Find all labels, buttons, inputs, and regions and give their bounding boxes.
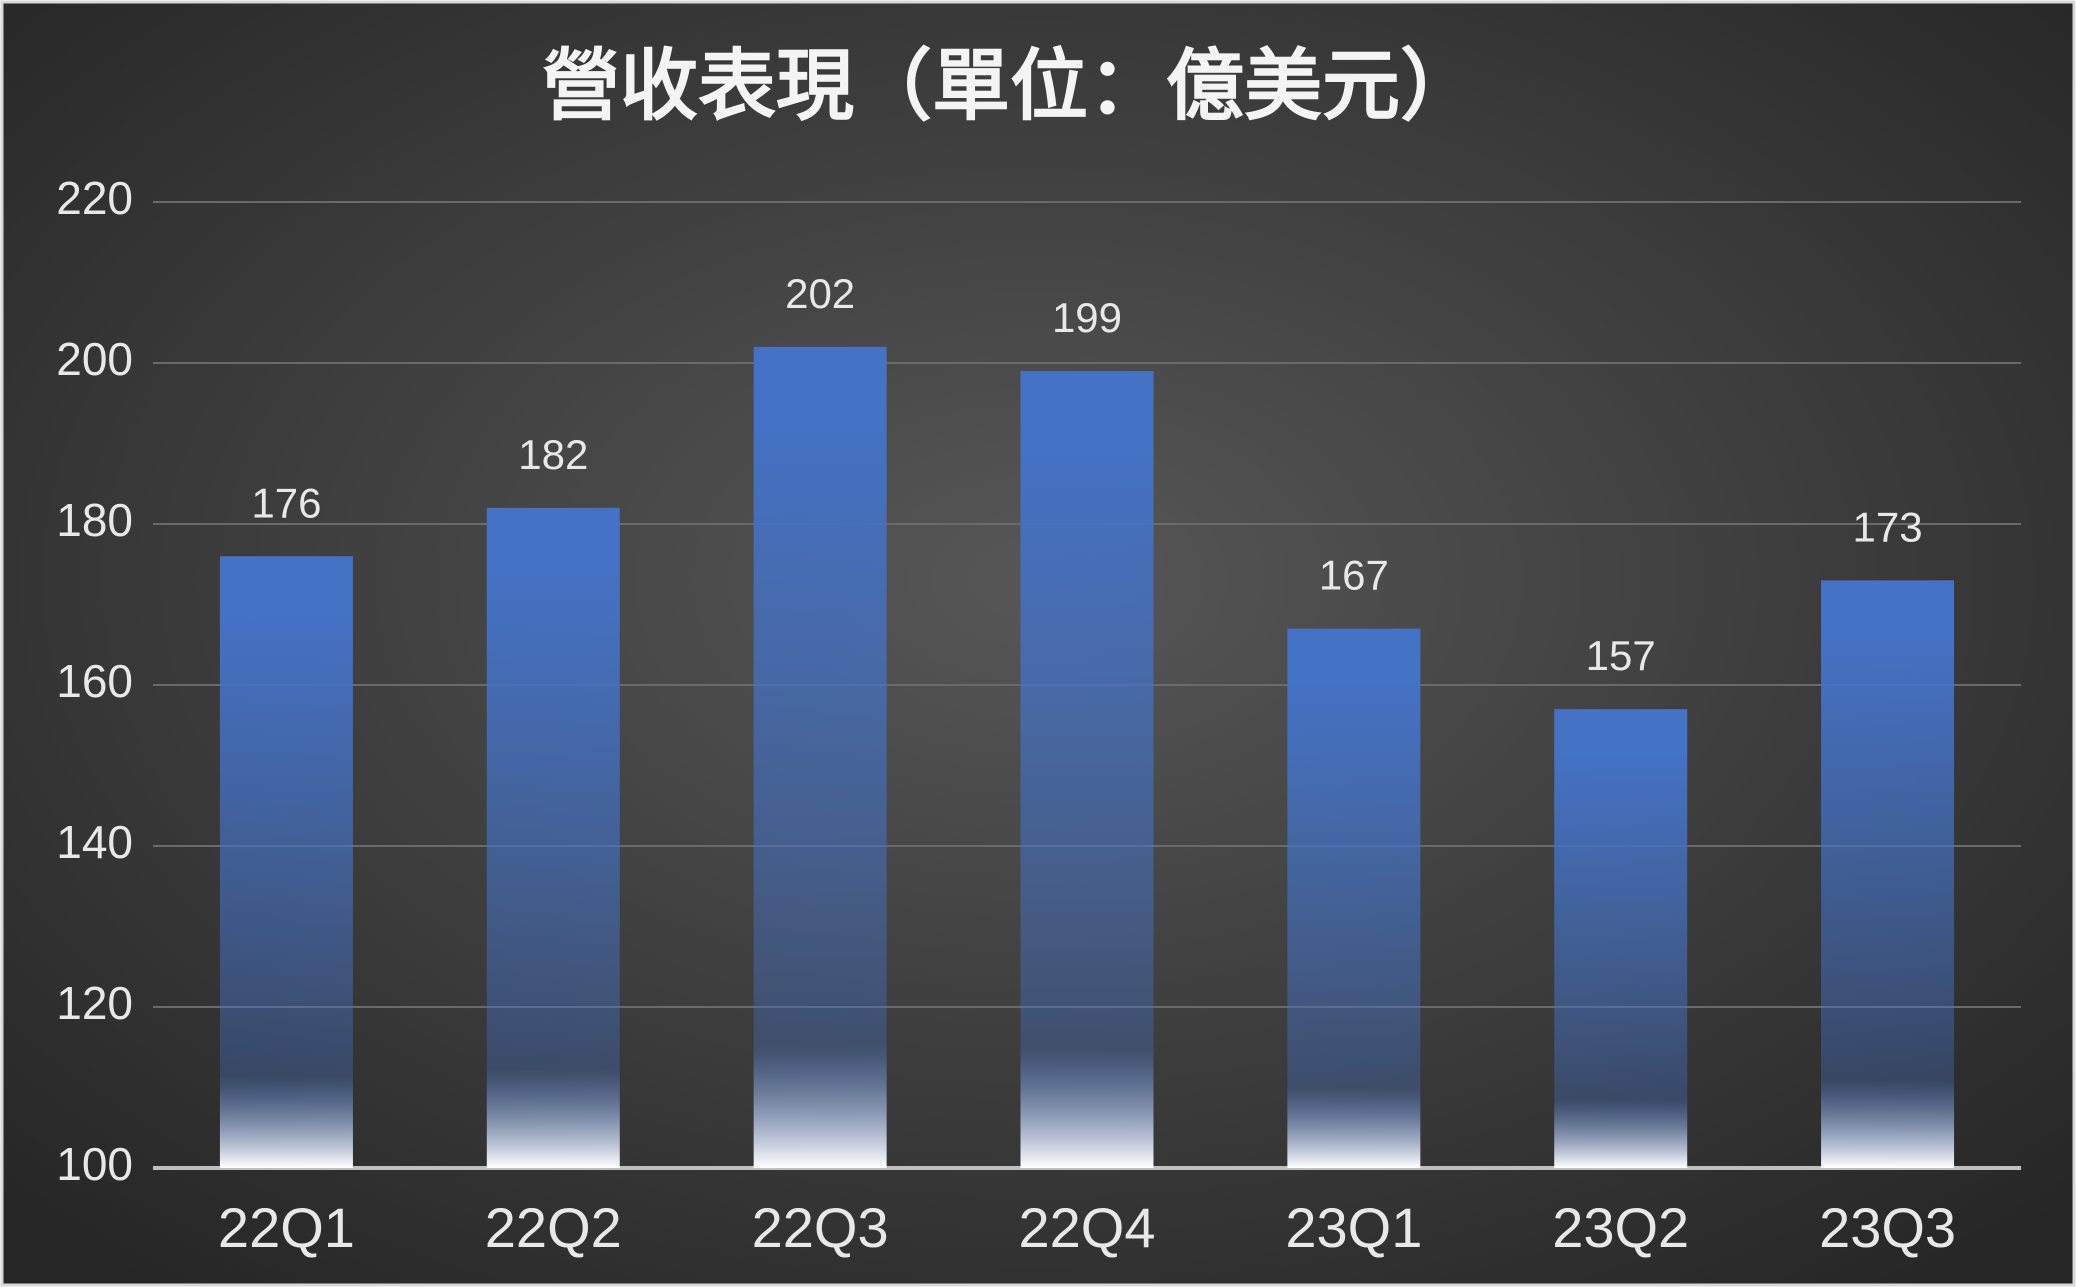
value-label: 173 [1853, 503, 1923, 550]
x-tick-label: 22Q2 [485, 1196, 622, 1259]
bar [1020, 371, 1154, 1168]
y-tick-label: 180 [56, 494, 133, 546]
x-tick-label: 22Q4 [1019, 1196, 1156, 1259]
value-label: 167 [1319, 552, 1389, 599]
bar [1287, 628, 1421, 1168]
bar [1554, 709, 1688, 1168]
bar [753, 346, 887, 1168]
value-label: 176 [251, 479, 321, 526]
x-tick-label: 22Q1 [218, 1196, 355, 1259]
y-tick-label: 160 [56, 655, 133, 707]
y-tick-label: 200 [56, 333, 133, 385]
x-tick-label: 23Q1 [1285, 1196, 1422, 1259]
x-tick-label: 23Q3 [1819, 1196, 1956, 1259]
y-tick-label: 140 [56, 816, 133, 868]
y-tick-label: 220 [56, 172, 133, 224]
x-tick-label: 23Q2 [1552, 1196, 1689, 1259]
value-label: 157 [1586, 632, 1656, 679]
value-label: 182 [518, 431, 588, 478]
chart-title: 營收表現（單位：億美元） [542, 42, 1478, 130]
bar [219, 556, 353, 1168]
y-tick-label: 100 [56, 1138, 133, 1190]
value-label: 202 [785, 270, 855, 317]
bar [486, 507, 620, 1168]
y-tick-label: 120 [56, 977, 133, 1029]
value-label: 199 [1052, 294, 1122, 341]
x-tick-label: 22Q3 [752, 1196, 889, 1259]
bar [1821, 580, 1955, 1168]
